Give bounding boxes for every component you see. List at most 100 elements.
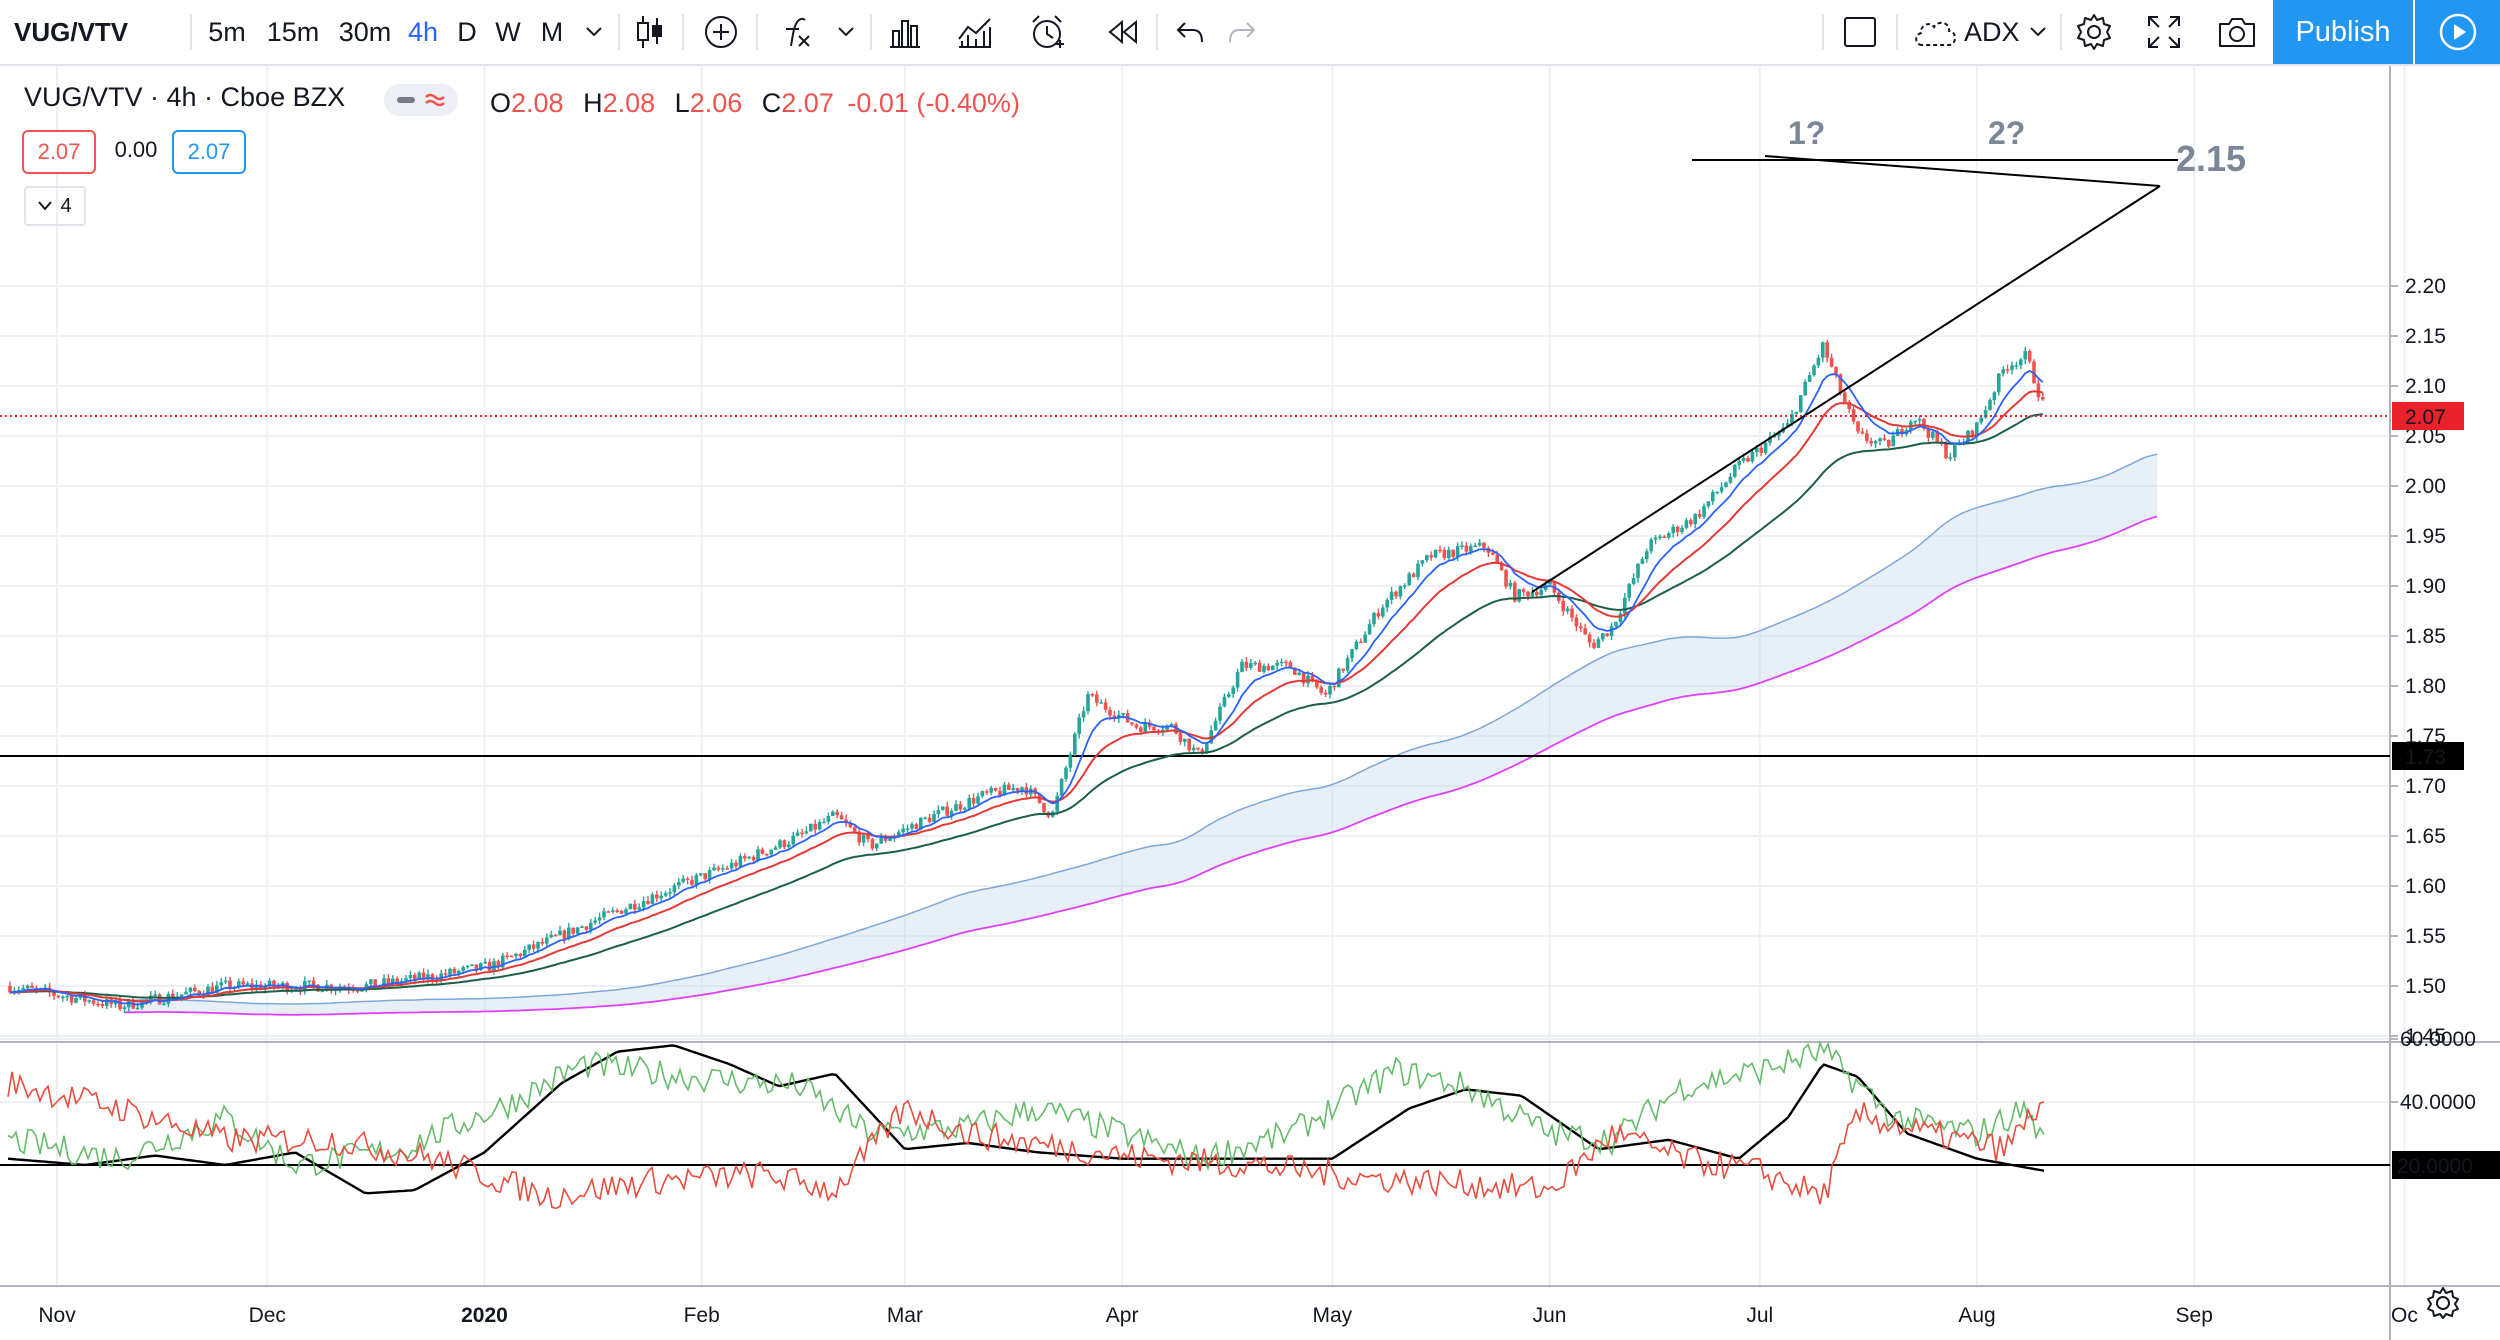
candle-body [826, 815, 831, 822]
candle-body [474, 964, 479, 970]
candle-body [589, 922, 593, 930]
select-layout-square-icon[interactable] [1836, 0, 1884, 64]
candle-body [756, 849, 760, 861]
ask-price-box[interactable]: 2.07 [172, 130, 246, 174]
candle-body [1693, 513, 1697, 525]
save-cloud-icon[interactable] [1908, 0, 1962, 64]
candle-body [738, 856, 743, 867]
close-value: 2.07 [781, 88, 834, 118]
candle-body [452, 968, 457, 974]
interval-4h-button[interactable]: 4h [407, 16, 439, 47]
interval-30m-button[interactable]: 30m [338, 16, 392, 47]
candle-body [1697, 513, 1702, 517]
candle-body [791, 835, 795, 845]
candle-body [1284, 661, 1288, 664]
financials-bar-chart-icon[interactable] [880, 0, 930, 64]
interval-w-button[interactable]: W [495, 16, 521, 47]
candle-body [179, 994, 184, 997]
price-tick-label: 1.70 [2405, 775, 2446, 798]
candle-body [1812, 365, 1816, 376]
candle-body [113, 999, 118, 1005]
candle-body [241, 981, 245, 985]
interval-15m-button[interactable]: 15m [266, 16, 320, 47]
candle-body [721, 868, 725, 870]
candle-body [1843, 392, 1847, 402]
candle-body [483, 961, 487, 964]
candle-body [1244, 661, 1249, 668]
candle-body [1073, 733, 1077, 755]
candle-body [1711, 491, 1715, 502]
candle-body [153, 994, 157, 996]
layout-name-button[interactable]: ADX [1964, 16, 2020, 47]
candle-body [1539, 589, 1543, 596]
undo-icon[interactable] [1168, 0, 1212, 64]
candle-body [1570, 608, 1574, 618]
candle-body [1988, 400, 1992, 411]
adx-line-plus-di [7, 1040, 2045, 1177]
gear-hub [2436, 1296, 2450, 1310]
templates-chart-icon[interactable] [950, 0, 1000, 64]
candle-body [985, 791, 989, 793]
layout-dropdown-chevron-down-icon[interactable] [2024, 0, 2052, 64]
axis-settings-gear-icon[interactable] [2427, 1287, 2459, 1319]
indicators-dropdown-chevron-down-icon[interactable] [828, 0, 864, 64]
last-price-tag-bg [2392, 402, 2464, 430]
candle-body [809, 823, 813, 832]
candle-body [1970, 430, 1975, 437]
candle-body [1090, 693, 1095, 696]
candle-body [1460, 545, 1464, 547]
indicators-fx-icon[interactable] [770, 0, 820, 64]
snapshot-camera-icon[interactable] [2212, 0, 2262, 64]
candle-body [1447, 549, 1451, 559]
publish-button[interactable]: Publish [2273, 0, 2413, 64]
price-axis: 2.202.152.102.052.001.951.901.851.801.75… [2390, 275, 2446, 1048]
chart-area[interactable]: 1? 2? 2.15 2.20 2.15 2.10 2.05 2.00 1.95 1.90 1.85… [0, 66, 2500, 1340]
replay-rewind-icon[interactable] [1098, 0, 1148, 64]
candle-body [839, 815, 844, 820]
publish-play-icon[interactable] [2415, 0, 2500, 64]
candle-body [1860, 431, 1865, 434]
candle-body [751, 856, 756, 861]
candle-body [624, 909, 628, 914]
candle-body [1191, 747, 1196, 751]
candle-body [426, 974, 430, 980]
candle-body [1169, 724, 1174, 726]
candle-body [804, 831, 809, 834]
interval-5m-button[interactable]: 5m [208, 16, 246, 47]
price-tick-label: 1.95 [2405, 525, 2446, 548]
indicators-collapse-button[interactable]: 4 [24, 186, 86, 226]
price-tick-label: 2.00 [2405, 475, 2446, 498]
low-label: L [674, 88, 690, 118]
candle-body [905, 828, 910, 831]
settings-gear-icon[interactable] [2070, 0, 2118, 64]
price-tick-label: 1.50 [2405, 975, 2446, 998]
last-price-tag: 2.07 [2392, 402, 2464, 430]
candle-body [1178, 733, 1183, 742]
candle-body [206, 986, 210, 996]
alert-clock-icon[interactable] [1022, 0, 1072, 64]
candle-body [1508, 582, 1513, 587]
candle-body [210, 986, 215, 994]
bid-price-box[interactable]: 2.07 [22, 130, 96, 174]
candle-body [1640, 559, 1645, 564]
candle-body [949, 811, 954, 816]
legend-visibility-toggle[interactable] [384, 84, 458, 116]
symbol-search-button[interactable]: VUG/VTV [14, 16, 129, 47]
candle-body [1777, 432, 1781, 436]
fullscreen-icon[interactable] [2140, 0, 2188, 64]
interval-m-button[interactable]: M [540, 16, 564, 47]
candle-body [725, 868, 729, 870]
candle-body [773, 847, 778, 850]
interval-d-button[interactable]: D [457, 16, 477, 47]
interval-dropdown-chevron-down-icon[interactable] [578, 0, 610, 64]
candle-body [1790, 414, 1794, 424]
candle-body [1887, 440, 1891, 447]
candle-body [1420, 560, 1425, 564]
compare-add-icon[interactable] [698, 0, 744, 64]
candle-body [1741, 458, 1746, 462]
adx-pane: 60.0000 40.0000 20.0000 [0, 1028, 2500, 1210]
redo-icon[interactable] [1220, 0, 1264, 64]
candles-chart-type-icon[interactable] [628, 0, 672, 64]
low-value: 2.06 [689, 88, 743, 118]
candle-body [1794, 412, 1799, 415]
